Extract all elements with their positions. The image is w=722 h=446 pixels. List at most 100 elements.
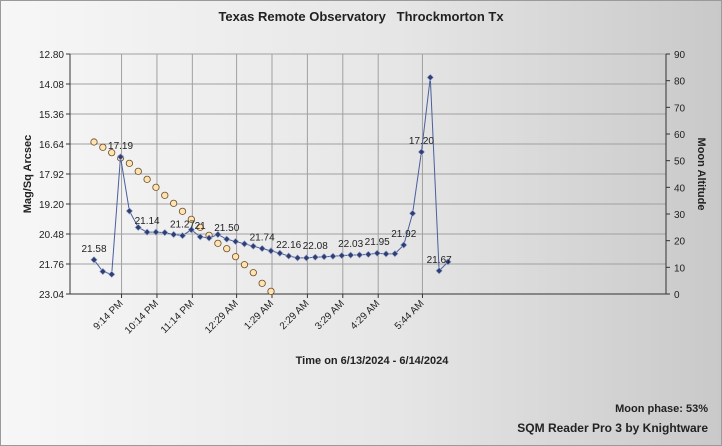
moon-altitude-point xyxy=(170,199,178,207)
y-right-tick-label: 30 xyxy=(674,210,686,221)
moon-altitude-point xyxy=(178,207,187,215)
sqm-data-label: 21.95 xyxy=(365,237,390,248)
software-credit: SQM Reader Pro 3 by Knightware xyxy=(517,421,708,435)
sqm-data-point xyxy=(391,250,399,258)
y-right-tick-label: 40 xyxy=(674,183,686,194)
sqm-data-label: 21.50 xyxy=(214,223,239,234)
sqm-data-point xyxy=(426,73,434,82)
y-left-tick-label: 14.08 xyxy=(39,80,64,91)
sqm-data-point xyxy=(134,223,142,232)
moon-altitude-point xyxy=(258,279,266,287)
sqm-data-point xyxy=(293,254,302,262)
moon-altitude-point xyxy=(223,245,231,253)
x-tick-label: 4:29 AM xyxy=(349,298,383,332)
y-right-tick-label: 70 xyxy=(674,103,686,114)
sqm-data-point xyxy=(231,237,240,246)
sqm-data-point xyxy=(382,250,390,258)
sqm-data-point xyxy=(355,251,364,259)
moon-phase: Moon phase: 53% xyxy=(615,403,708,415)
chart-title: Texas Remote Observatory Throckmorton Tx xyxy=(218,9,504,24)
sqm-data-point xyxy=(108,270,116,278)
y-left-tick-label: 21.76 xyxy=(39,260,64,271)
sqm-data-point xyxy=(285,252,293,260)
sqm-data-point xyxy=(267,247,275,255)
moon-altitude-point xyxy=(196,223,204,231)
sqm-data-point xyxy=(152,228,160,236)
moon-altitude-point xyxy=(232,253,240,261)
x-tick-label: 1:29 AM xyxy=(242,298,276,332)
x-tick-label: 2:29 AM xyxy=(278,298,312,332)
sqm-data-label: 22.16 xyxy=(276,240,301,251)
y-right-tick-label: 0 xyxy=(674,290,680,301)
moon-altitude-point xyxy=(152,183,160,191)
x-tick-label: 5:44 AM xyxy=(393,298,427,332)
sqm-data-point xyxy=(143,228,151,236)
x-tick-label: 3:29 AM xyxy=(313,298,347,332)
sqm-data-label: 21 xyxy=(195,221,207,232)
sqm-data-point xyxy=(347,251,355,259)
sqm-data-point xyxy=(116,153,125,161)
sqm-data-point xyxy=(249,242,257,250)
sqm-data-point xyxy=(99,267,107,276)
sqm-data-point xyxy=(223,235,231,243)
sqm-data-point xyxy=(320,253,328,261)
y-right-tick-label: 10 xyxy=(674,263,686,274)
moon-altitude-point xyxy=(134,167,142,175)
moon-altitude-point xyxy=(99,143,107,151)
moon-altitude-point xyxy=(214,239,222,247)
sqm-data-point xyxy=(444,258,452,266)
sqm-data-point xyxy=(408,209,417,217)
x-tick-label: 11:14 PM xyxy=(159,298,197,336)
y-right-tick-label: 50 xyxy=(674,157,686,168)
x-tick-label: 10:14 PM xyxy=(123,298,161,336)
sqm-data-point xyxy=(258,244,266,253)
sqm-data-point xyxy=(417,148,426,156)
sqm-data-point xyxy=(196,233,204,241)
sqm-data-label: 21.67 xyxy=(427,255,452,266)
x-axis-title: Time on 6/13/2024 - 6/14/2024 xyxy=(296,355,450,367)
sqm-data-label: 22.08 xyxy=(303,241,328,252)
y-right-tick-label: 60 xyxy=(674,130,686,141)
moon-altitude-point xyxy=(143,175,151,183)
sqm-data-point xyxy=(400,241,408,249)
sqm-data-point xyxy=(373,249,381,257)
y-right-tick-label: 80 xyxy=(674,77,686,88)
sqm-data-label: 22.03 xyxy=(338,239,363,250)
sqm-data-point xyxy=(214,230,222,239)
sqm-data-label: 17.20 xyxy=(409,136,434,147)
moon-altitude-point xyxy=(187,215,195,223)
sqm-data-point xyxy=(187,226,195,234)
y-left-tick-label: 20.48 xyxy=(39,230,64,241)
x-tick-label: 12:29 AM xyxy=(203,298,241,336)
y-left-tick-label: 16.64 xyxy=(39,140,64,151)
moon-altitude-point xyxy=(240,261,249,269)
sqm-data-label: 21.14 xyxy=(135,216,160,227)
sqm-data-point xyxy=(338,251,346,260)
sqm-data-point xyxy=(302,254,311,262)
sqm-data-point xyxy=(329,252,337,260)
sqm-data-point xyxy=(161,228,169,237)
x-tick-label: 9:14 PM xyxy=(92,298,126,332)
moon-altitude-point xyxy=(249,269,257,277)
y-right-tick-label: 20 xyxy=(674,237,686,248)
sqm-data-label: 21.74 xyxy=(250,233,275,244)
sqm-data-point xyxy=(125,207,134,215)
y-left-axis-title: Mag/Sq Arcsec xyxy=(22,135,34,213)
moon-altitude-point xyxy=(108,149,116,157)
moon-altitude-point xyxy=(267,287,275,295)
sqm-data-label: 21.27 xyxy=(170,220,195,231)
sqm-data-point xyxy=(205,234,213,242)
sqm-data-point xyxy=(178,232,187,240)
sqm-data-label: 17.19 xyxy=(108,141,133,152)
sqm-data-point xyxy=(90,256,98,264)
sqm-data-point xyxy=(435,267,443,275)
y-left-tick-label: 15.36 xyxy=(39,110,64,121)
y-left-tick-label: 12.80 xyxy=(39,50,64,61)
moon-altitude-point xyxy=(125,159,133,167)
moon-altitude-point xyxy=(90,138,98,146)
moon-altitude-point xyxy=(161,191,169,199)
sqm-data-point xyxy=(364,250,372,259)
sqm-data-point xyxy=(170,230,178,239)
